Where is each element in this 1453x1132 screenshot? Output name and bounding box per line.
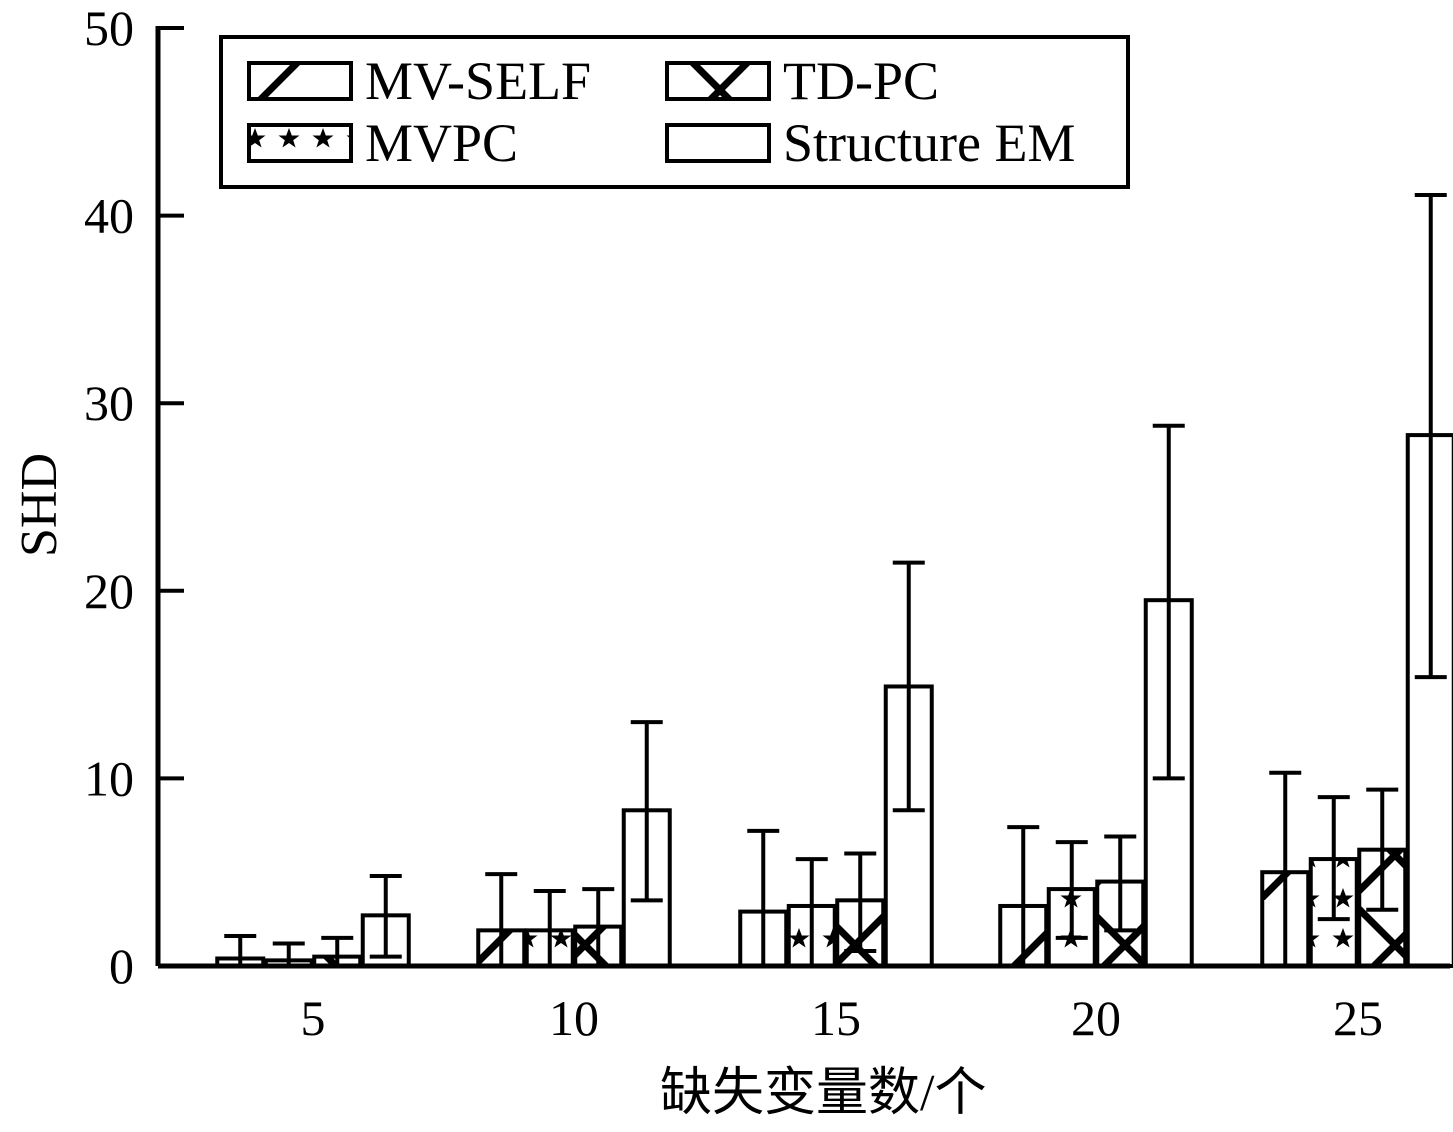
- y-tick-label: 20: [84, 563, 134, 619]
- legend-swatch-td-pc: [665, 61, 771, 101]
- legend-swatch-mv-self: [247, 61, 353, 101]
- y-tick-label: 40: [84, 188, 134, 244]
- x-tick-label: 10: [549, 990, 599, 1046]
- x-tick-label: 15: [811, 990, 861, 1046]
- y-tick-label: 0: [109, 938, 134, 994]
- x-tick-label: 5: [301, 990, 326, 1046]
- y-axis-title: SHD: [11, 453, 68, 557]
- plot-area: 0 10 20 30 40 50 5 10 15 20 25 缺失变量数/个 SHD: [11, 0, 1453, 1122]
- legend-label-mvpc: MVPC: [365, 113, 518, 173]
- y-tick-label: 50: [84, 0, 134, 56]
- y-tick-label: 10: [84, 750, 134, 806]
- legend-swatch-structure-em: [665, 123, 771, 163]
- x-axis-title: 缺失变量数/个: [660, 1065, 986, 1122]
- y-tick-label: 30: [84, 375, 134, 431]
- legend-swatch-mvpc: [247, 123, 353, 163]
- legend-label-td-pc: TD-PC: [783, 51, 939, 111]
- legend-label-structure-em: Structure EM: [783, 113, 1075, 173]
- legend-label-mv-self: MV-SELF: [365, 51, 591, 111]
- x-tick-label: 25: [1333, 990, 1383, 1046]
- x-tick-label: 20: [1071, 990, 1121, 1046]
